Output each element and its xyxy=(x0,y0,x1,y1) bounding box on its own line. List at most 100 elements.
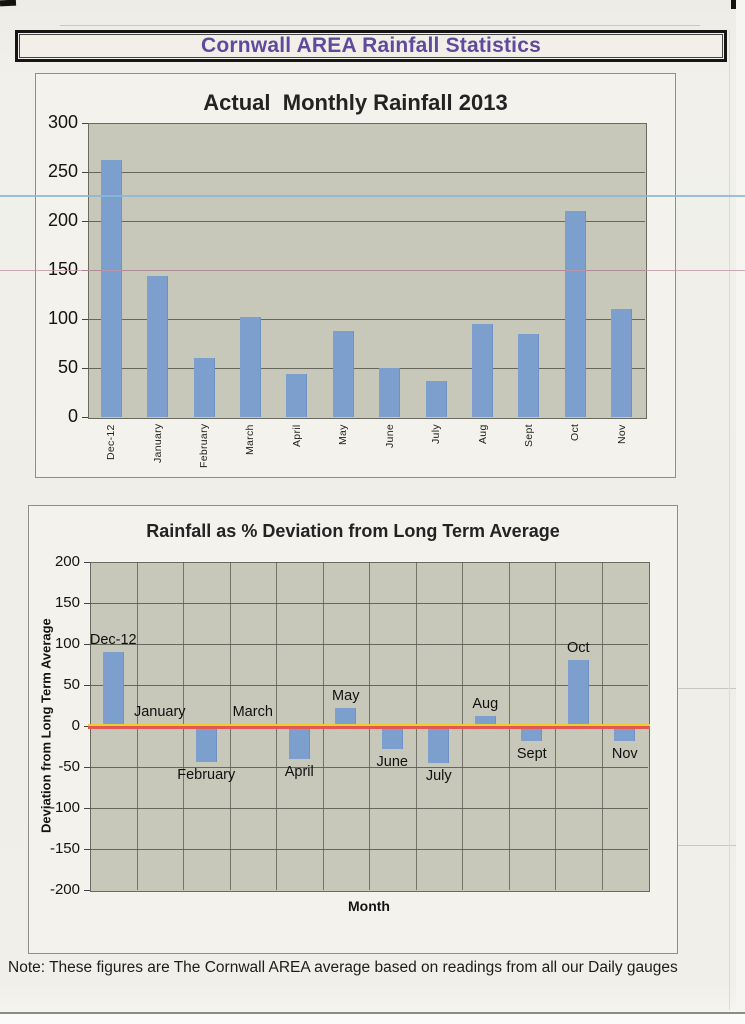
bar-Dec-12 xyxy=(100,160,122,417)
ytick-mark-150 xyxy=(84,603,90,604)
xlabel-February: February xyxy=(198,424,211,469)
paper-crease-top xyxy=(60,25,700,26)
ytick-label-50: 50 xyxy=(63,675,80,693)
xlabel-May: May xyxy=(337,424,350,445)
xlabel-Nov: Nov xyxy=(615,424,628,444)
xlabel-April: April xyxy=(290,424,303,447)
xlabel-Sept: Sept xyxy=(522,424,535,447)
ytick-label-300: 300 xyxy=(47,111,78,132)
bar-July xyxy=(425,380,447,417)
annotation-April: April xyxy=(284,763,314,780)
ytick-label--100: -100 xyxy=(49,798,80,816)
ytick-label--50: -50 xyxy=(58,757,80,775)
annotation-July: July xyxy=(425,767,452,784)
bar-Aug xyxy=(472,323,494,417)
ytick-mark-300 xyxy=(82,123,88,124)
annotation-June: June xyxy=(376,753,408,770)
annotation-January: January xyxy=(133,704,186,720)
ytick-label-150: 150 xyxy=(47,258,78,279)
chart2-title: Rainfall as % Deviation from Long Term A… xyxy=(146,521,560,541)
bar-July xyxy=(428,726,450,763)
bar-Nov xyxy=(614,726,636,741)
bar-Nov xyxy=(611,309,633,417)
annotation-May: May xyxy=(332,687,360,704)
ytick-mark-0 xyxy=(84,726,90,727)
page-title-box: Cornwall AREA Rainfall Statistics xyxy=(15,30,727,62)
annotation-Dec-12: Dec-12 xyxy=(89,632,137,649)
ytick-label-250: 250 xyxy=(47,160,78,181)
zero-line-red xyxy=(88,726,650,729)
paper-bottom-edge xyxy=(0,1012,745,1014)
ytick-label-200: 200 xyxy=(54,552,80,570)
bar-January xyxy=(147,275,169,417)
bar-Sept xyxy=(518,333,540,417)
chart1-title: Actual Monthly Rainfall 2013 xyxy=(203,90,508,115)
ytick-mark-250 xyxy=(82,172,88,173)
chart1-plot-area xyxy=(88,123,647,419)
bar-June xyxy=(381,726,403,749)
gridline-h-200 xyxy=(88,221,645,222)
bar-February xyxy=(193,358,215,417)
xlabel-June: June xyxy=(383,424,396,448)
ytick-label-50: 50 xyxy=(57,356,78,377)
ytick-label-200: 200 xyxy=(47,209,78,230)
zero-line-yellow xyxy=(88,724,650,726)
ruled-line-pink xyxy=(0,270,745,271)
xlabel-Dec-12: Dec-12 xyxy=(105,424,118,460)
ytick-mark--50 xyxy=(84,767,90,768)
ytick-label-100: 100 xyxy=(54,634,80,652)
bar-Sept xyxy=(521,726,543,741)
ytick-label--200: -200 xyxy=(49,880,80,898)
chart2-x-axis-label: Month xyxy=(348,898,390,914)
bar-June xyxy=(379,368,401,417)
bar-Aug xyxy=(474,716,496,726)
ytick-mark-0 xyxy=(82,417,88,418)
ytick-mark-100 xyxy=(84,644,90,645)
ytick-label-100: 100 xyxy=(47,307,78,328)
xlabel-January: January xyxy=(151,424,164,464)
ruled-line-right-2 xyxy=(676,845,745,846)
scanner-edge-bottom xyxy=(0,1014,745,1024)
ytick-mark-100 xyxy=(82,319,88,320)
page-title: Cornwall AREA Rainfall Statistics xyxy=(201,34,541,57)
ytick-mark-50 xyxy=(84,685,90,686)
bar-Dec-12 xyxy=(102,652,124,726)
annotation-Oct: Oct xyxy=(566,640,590,657)
ytick-mark-200 xyxy=(84,562,90,563)
xlabel-March: March xyxy=(244,424,257,455)
ytick-label-0: 0 xyxy=(67,405,78,426)
ytick-label-0: 0 xyxy=(71,716,80,734)
ruled-line-blue xyxy=(0,195,745,197)
ytick-mark-50 xyxy=(82,368,88,369)
bar-February xyxy=(195,726,217,763)
chart2-y-axis-label: Deviation from Long Term Average xyxy=(38,618,54,834)
gridline-h-100 xyxy=(88,319,645,320)
ytick-label-150: 150 xyxy=(54,593,80,611)
bar-Oct xyxy=(567,660,589,726)
bar-May xyxy=(332,330,354,417)
bar-Oct xyxy=(564,211,586,417)
ytick-label--150: -150 xyxy=(49,839,80,857)
ytick-mark--200 xyxy=(84,890,90,891)
xlabel-July: July xyxy=(430,424,443,444)
xlabel-Aug: Aug xyxy=(476,424,489,444)
ytick-mark--100 xyxy=(84,808,90,809)
scan-smudge-top-left xyxy=(0,0,17,7)
annotation-Aug: Aug xyxy=(472,696,499,713)
zero-baseline xyxy=(88,724,650,729)
page-fold-right xyxy=(729,30,730,1010)
ruled-line-right-1 xyxy=(648,688,745,689)
annotation-February: February xyxy=(177,767,236,784)
gridline-h-50 xyxy=(88,368,645,369)
xlabel-Oct: Oct xyxy=(569,424,582,442)
bar-May xyxy=(335,707,357,726)
bar-April xyxy=(288,726,310,759)
ytick-mark--150 xyxy=(84,849,90,850)
gridline-h-250 xyxy=(88,172,645,173)
ytick-mark-200 xyxy=(82,221,88,222)
annotation-Sept: Sept xyxy=(516,745,547,762)
bar-March xyxy=(239,317,261,417)
bar-April xyxy=(286,373,308,417)
annotation-Nov: Nov xyxy=(611,745,638,762)
